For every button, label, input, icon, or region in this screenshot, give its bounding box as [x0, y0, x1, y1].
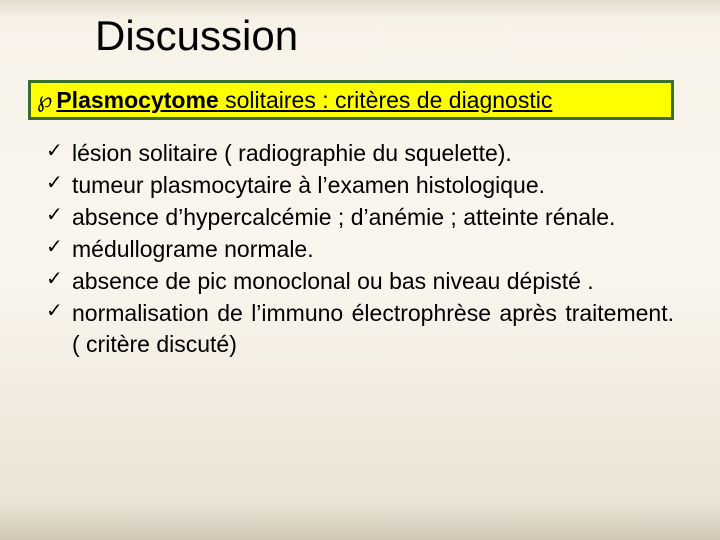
list-item: ✓ lésion solitaire ( radiographie du squ… [46, 138, 674, 169]
callout-bold: Plasmocytome [56, 87, 218, 113]
callout-text: Plasmocytome solitaires : critères de di… [56, 87, 552, 114]
slide-title: Discussion [95, 12, 298, 60]
check-icon: ✓ [46, 138, 63, 165]
callout-rest: solitaires : critères de diagnostic [219, 87, 553, 113]
list-item: ✓ normalisation de l’immuno électrophrès… [46, 298, 674, 360]
list-item: ✓ absence de pic monoclonal ou bas nivea… [46, 266, 674, 297]
check-icon: ✓ [46, 298, 63, 325]
bullet-list: ✓ lésion solitaire ( radiographie du squ… [46, 138, 674, 361]
bullet-text: absence d’hypercalcémie ; d’anémie ; att… [72, 204, 615, 230]
check-icon: ✓ [46, 170, 63, 197]
list-item: ✓ tumeur plasmocytaire à l’examen histol… [46, 170, 674, 201]
bullet-text: lésion solitaire ( radiographie du squel… [72, 140, 512, 166]
check-icon: ✓ [46, 266, 63, 293]
check-icon: ✓ [46, 202, 63, 229]
check-icon: ✓ [46, 234, 63, 261]
diagnostic-callout: ℘ Plasmocytome solitaires : critères de … [28, 80, 674, 120]
bullet-text: normalisation de l’immuno électrophrèse … [72, 300, 674, 357]
bullet-text: tumeur plasmocytaire à l’examen histolog… [72, 172, 545, 198]
slide: Discussion ℘ Plasmocytome solitaires : c… [0, 0, 720, 540]
bullet-text: médullograme normale. [72, 236, 314, 262]
list-item: ✓ absence d’hypercalcémie ; d’anémie ; a… [46, 202, 674, 233]
curl-icon: ℘ [37, 89, 52, 111]
list-item: ✓ médullograme normale. [46, 234, 674, 265]
bullet-text: absence de pic monoclonal ou bas niveau … [72, 268, 594, 294]
